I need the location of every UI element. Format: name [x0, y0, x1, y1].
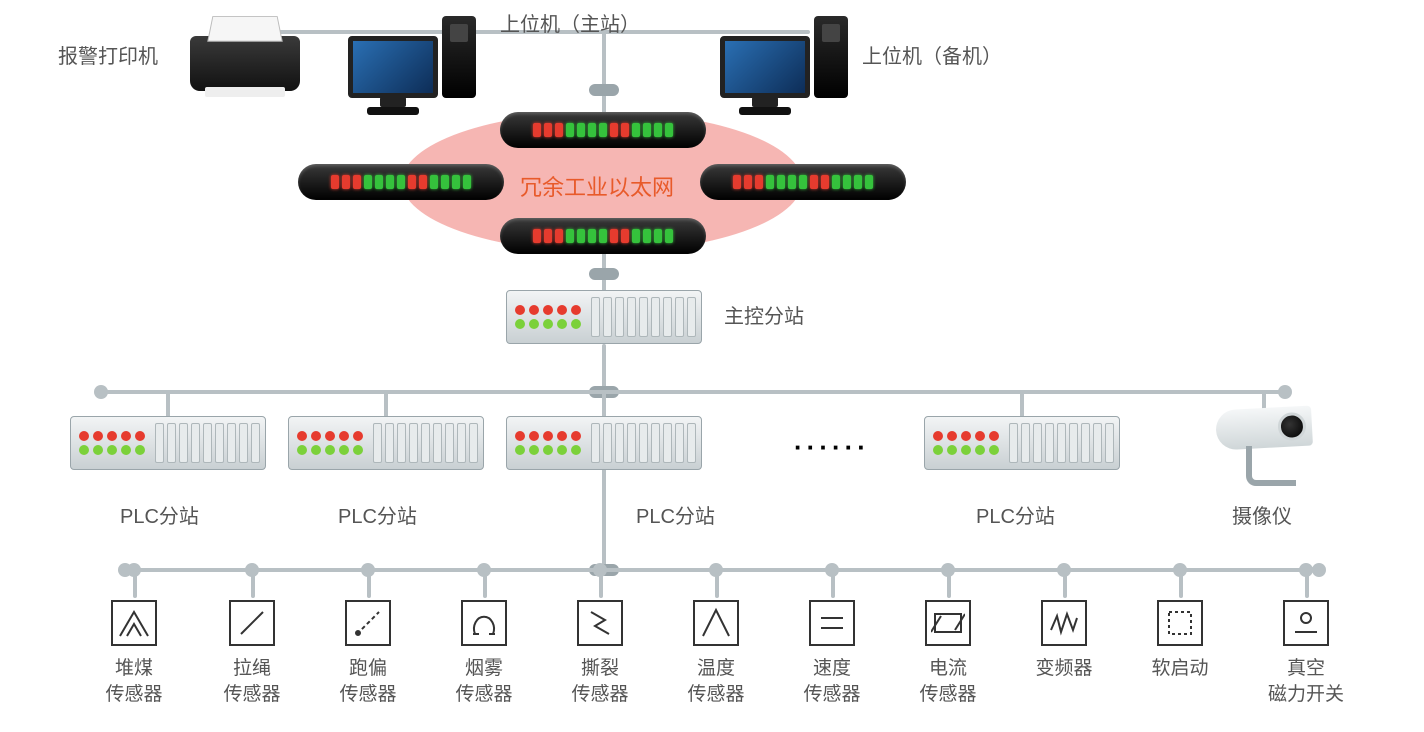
plc-rail [100, 390, 1284, 394]
sensor-icon-8 [1041, 600, 1087, 646]
sensor-node-1 [245, 563, 259, 577]
sensor-2: 跑偏传感器 [328, 600, 408, 707]
sensor-label-3: 烟雾传感器 [444, 656, 524, 707]
sensor-node-8 [1057, 563, 1071, 577]
sensor-label-6: 速度传感器 [792, 656, 872, 707]
sensor-10: 真空磁力开关 [1266, 600, 1346, 707]
sensor-icon-5 [693, 600, 739, 646]
sensor-1: 拉绳传感器 [212, 600, 292, 707]
sensor-node-9 [1173, 563, 1187, 577]
sensor-8: 变频器 [1024, 600, 1104, 682]
plc-label-3: PLC分站 [976, 500, 1055, 529]
sensor-label-2: 跑偏传感器 [328, 656, 408, 707]
master-substation-label: 主控分站 [724, 300, 804, 329]
rail-end-l [94, 385, 108, 399]
switch-bottom-icon [500, 218, 706, 254]
sensor-label-8: 变频器 [1024, 656, 1104, 682]
sensor-icon-6 [809, 600, 855, 646]
plc-drop-1 [384, 392, 388, 418]
sensor-label-4: 撕裂传感器 [560, 656, 640, 707]
camera-icon [1216, 408, 1312, 448]
sensor-label-1: 拉绳传感器 [212, 656, 292, 707]
sensor-icon-4 [577, 600, 623, 646]
sensor-label-9: 软启动 [1140, 656, 1220, 682]
switch-right-icon [700, 164, 906, 200]
sensor-icon-1 [229, 600, 275, 646]
sensor-icon-2 [345, 600, 391, 646]
switch-left-icon [298, 164, 504, 200]
printer-icon [190, 36, 300, 91]
printer-label: 报警打印机 [58, 40, 158, 69]
sensor-4: 撕裂传感器 [560, 600, 640, 707]
plc-station-1 [288, 416, 484, 470]
sensor-label-5: 温度传感器 [676, 656, 756, 707]
plc-ellipsis: ······ [794, 432, 870, 463]
sensor-0: 堆煤传感器 [94, 600, 174, 707]
sensor-label-7: 电流传感器 [908, 656, 988, 707]
sensor-node-2 [361, 563, 375, 577]
sensor-icon-10 [1283, 600, 1329, 646]
srail-end-r [1312, 563, 1326, 577]
plc-drop-2 [602, 392, 606, 418]
sensor-label-10: 真空磁力开关 [1266, 656, 1346, 707]
joint-2 [589, 268, 619, 280]
pc-backup-icon [720, 16, 848, 98]
ethernet-label: 冗余工业以太网 [520, 170, 674, 202]
plc-label-0: PLC分站 [120, 500, 199, 529]
sensor-node-4 [593, 563, 607, 577]
master-substation-icon [506, 290, 702, 344]
pc-master-icon [348, 16, 476, 98]
sensor-9: 软启动 [1140, 600, 1220, 682]
plc-drop-0 [166, 392, 170, 418]
plc-station-0 [70, 416, 266, 470]
master-label: 上位机（主站） [500, 8, 640, 37]
sensor-icon-3 [461, 600, 507, 646]
sensor-node-3 [477, 563, 491, 577]
plc-station-2 [506, 416, 702, 470]
plc-label-2: PLC分站 [636, 500, 715, 529]
plc-drop-3 [1020, 392, 1024, 418]
sensor-node-7 [941, 563, 955, 577]
switch-top-icon [500, 112, 706, 148]
sensor-7: 电流传感器 [908, 600, 988, 707]
joint-1 [589, 84, 619, 96]
sensor-icon-7 [925, 600, 971, 646]
plc-label-1: PLC分站 [338, 500, 417, 529]
sensor-label-0: 堆煤传感器 [94, 656, 174, 707]
backup-label: 上位机（备机） [862, 40, 1002, 69]
sensor-node-10 [1299, 563, 1313, 577]
camera-label: 摄像仪 [1232, 500, 1292, 529]
sensor-node-5 [709, 563, 723, 577]
plc-station-3 [924, 416, 1120, 470]
sensor-icon-9 [1157, 600, 1203, 646]
sensor-node-6 [825, 563, 839, 577]
sensor-5: 温度传感器 [676, 600, 756, 707]
sensor-icon-0 [111, 600, 157, 646]
sensor-3: 烟雾传感器 [444, 600, 524, 707]
sensor-node-0 [127, 563, 141, 577]
sensor-6: 速度传感器 [792, 600, 872, 707]
rail-end-r [1278, 385, 1292, 399]
